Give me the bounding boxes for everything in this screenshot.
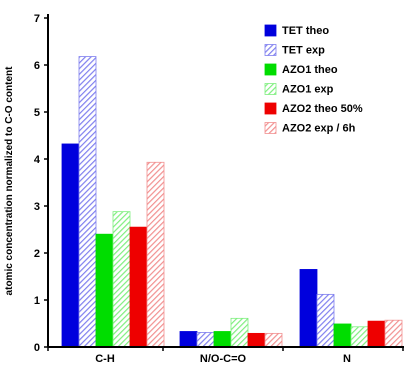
bar-azo1-theo-n: [333, 323, 352, 348]
legend-swatch-azo1-theo: [264, 63, 277, 76]
bar-tet-theo-n: [299, 269, 318, 348]
bar-azo1-exp-n-o-c-o: [230, 317, 249, 348]
bar-azo1-theo-c-h: [95, 233, 114, 348]
y-tick-label-6: 6: [34, 60, 40, 72]
bar-tet-theo-c-h: [61, 143, 80, 348]
x-tick-label-n-o-c-o: N/O-C=O: [200, 353, 247, 365]
bar-azo2-exp-6h-n: [384, 319, 403, 348]
bar-azo2-theo-50-c-h: [129, 226, 148, 348]
bar-azo2-theo-50-n: [367, 320, 386, 348]
legend-label-azo2-exp-6h: AZO2 exp / 6h: [282, 123, 356, 135]
legend-label-azo1-theo: AZO1 theo: [282, 64, 338, 76]
y-tick-label-2: 2: [34, 248, 40, 260]
legend: TET theo TET exp AZO1 theo AZO1 exp AZO2 the…: [264, 24, 363, 135]
axes-group: 0 1 2 3 4 5 6 7 C-H N/O-C=O N: [34, 13, 404, 365]
y-tick-label-7: 7: [34, 13, 40, 25]
x-tick-label-n: N: [343, 353, 351, 365]
legend-label-azo1-exp: AZO1 exp: [282, 84, 334, 96]
bar-azo2-exp-6h-c-h: [146, 161, 165, 348]
legend-label-azo2-theo-50: AZO2 theo 50%: [282, 103, 363, 115]
bar-azo1-exp-c-h: [112, 211, 131, 348]
bar-azo2-theo-50-n-o-c-o: [247, 332, 266, 348]
bar-tet-exp-n-o-c-o: [196, 332, 215, 348]
y-tick-label-3: 3: [34, 201, 40, 213]
x-tick-label-c-h: C-H: [95, 353, 115, 365]
bar-tet-exp-c-h: [78, 56, 97, 348]
bar-azo1-exp-n: [350, 326, 369, 348]
y-tick-label-4: 4: [34, 154, 41, 166]
legend-swatch-tet-exp: [264, 44, 277, 56]
legend-swatch-azo1-exp: [264, 83, 277, 95]
y-tick-label-0: 0: [34, 342, 40, 354]
y-tick-label-5: 5: [34, 107, 40, 119]
y-axis-label: atomic concentration normalized to C-O c…: [4, 66, 15, 296]
y-tick-label-1: 1: [34, 295, 40, 307]
bar-azo2-exp-6h-n-o-c-o: [264, 332, 283, 348]
bars-group: [61, 56, 403, 348]
legend-swatch-azo2-theo-50: [264, 102, 277, 115]
bar-tet-theo-n-o-c-o: [179, 331, 198, 348]
legend-swatch-azo2-exp-6h: [264, 122, 277, 134]
bar-tet-exp-n: [316, 293, 335, 348]
legend-swatch-tet-theo: [264, 24, 277, 37]
bar-azo1-theo-n-o-c-o: [213, 331, 232, 348]
legend-label-tet-theo: TET theo: [282, 25, 329, 37]
legend-label-tet-exp: TET exp: [282, 45, 325, 57]
